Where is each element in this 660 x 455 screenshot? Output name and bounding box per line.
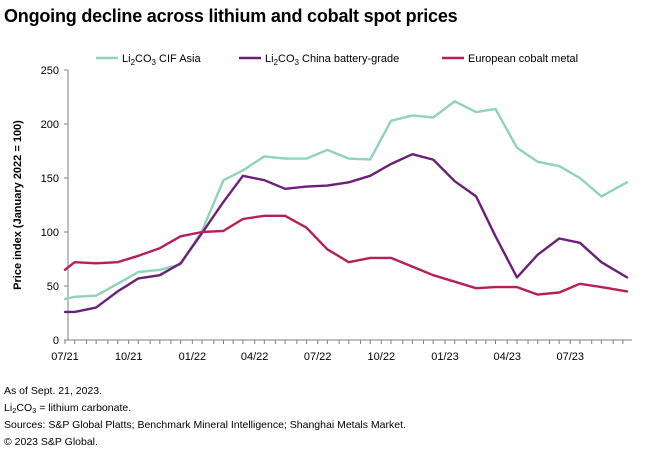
legend-item-cobalt-europe: European cobalt metal	[442, 53, 578, 65]
x-tick-label: 10/22	[368, 351, 396, 363]
x-tick-label: 01/22	[179, 351, 207, 363]
x-tick-label: 01/23	[431, 351, 459, 363]
x-tick-label: 04/23	[493, 351, 521, 363]
y-tick-label: 150	[41, 173, 59, 185]
legend-label-part: Li	[265, 53, 274, 65]
y-tick-label: 50	[47, 281, 59, 293]
legend-label-part: CIF Asia	[156, 53, 202, 65]
series-line-lithium-china	[63, 152, 629, 314]
legend-label-part: 3	[295, 58, 300, 67]
y-axis-title: Price index (January 2022 = 100)	[12, 120, 24, 290]
footnote-copyright: © 2023 S&P Global.	[4, 435, 98, 448]
footnotes: As of Sept. 21, 2023. Li2CO3 = lithium c…	[4, 383, 406, 450]
legend-label-part: 2	[274, 58, 279, 67]
y-tick-label: 100	[41, 227, 59, 239]
chart-title: Ongoing decline across lithium and cobal…	[4, 6, 458, 26]
legend-label: European cobalt metal	[468, 53, 578, 65]
y-tick-label: 200	[41, 119, 59, 131]
legend-label: Li2CO3 China battery-grade	[265, 53, 399, 67]
legend-label-part: 3	[152, 58, 157, 67]
x-tick-label: 10/21	[115, 351, 143, 363]
series-line-cobalt-europe	[63, 214, 629, 296]
x-tick-label: 04/22	[241, 351, 269, 363]
price-index-chart: 0 50 100 150 200 250 Price index (January 2022…	[12, 53, 632, 363]
x-tick-label: 07/22	[304, 351, 332, 363]
series-line-lithium-cif-asia	[63, 100, 629, 301]
legend-label-part: CO	[278, 53, 295, 65]
footnote-sources: Sources: S&P Global Platts; Benchmark Mi…	[4, 419, 406, 431]
legend-label-part: Li	[122, 53, 131, 65]
legend-label-part: European cobalt metal	[468, 53, 578, 65]
footnote-as-of: As of Sept. 21, 2023.	[4, 385, 103, 397]
legend-label-part: 2	[131, 58, 136, 67]
x-tick-label: 07/21	[51, 351, 79, 363]
x-tick-label: 07/23	[556, 351, 584, 363]
legend-label-part: China battery-grade	[299, 53, 399, 65]
y-tick-label: 250	[41, 65, 59, 77]
legend-label-part: CO	[135, 53, 152, 65]
legend-label: Li2CO3 CIF Asia	[122, 53, 201, 67]
y-tick-label: 0	[53, 335, 59, 347]
legend-item-lithium-china: Li2CO3 China battery-grade	[239, 53, 399, 67]
legend-item-lithium-cif-asia: Li2CO3 CIF Asia	[96, 53, 201, 67]
footnote-li2co3-definition: Li2CO3 = lithium carbonate.	[4, 401, 132, 415]
